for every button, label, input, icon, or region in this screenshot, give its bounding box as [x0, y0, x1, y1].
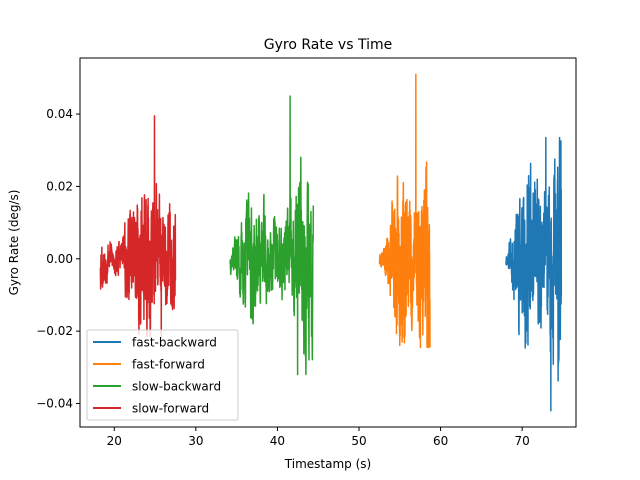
y-tick-label: 0.00	[46, 252, 73, 266]
y-tick-label: −0.04	[36, 396, 73, 410]
x-tick-label: 60	[433, 434, 448, 448]
series-line-fast-backward	[505, 136, 563, 412]
legend-label: fast-backward	[132, 336, 217, 350]
series-line-slow-backward	[229, 95, 315, 376]
x-tick-label: 20	[107, 434, 122, 448]
legend-label: slow-forward	[132, 402, 209, 416]
x-axis-ticks: 20 30 40 50 60 70	[107, 427, 530, 448]
x-tick-label: 40	[270, 434, 285, 448]
x-axis-label: Timestamp (s)	[284, 457, 371, 471]
legend-entry-fast-backward: fast-backward	[93, 336, 217, 350]
legend-box	[86, 329, 239, 421]
series-line-slow-forward	[99, 115, 177, 338]
y-tick-label: −0.02	[36, 324, 73, 338]
y-tick-label: 0.02	[46, 179, 73, 193]
legend-entry-slow-forward: slow-forward	[93, 402, 209, 416]
legend-entry-slow-backward: slow-backward	[93, 380, 221, 394]
plot-lines	[99, 73, 563, 412]
x-tick-label: 70	[515, 434, 530, 448]
plot-frame	[79, 57, 577, 428]
chart-title: Gyro Rate vs Time	[264, 37, 392, 53]
legend-label: fast-forward	[132, 358, 205, 372]
x-tick-label: 50	[351, 434, 366, 448]
legend-entry-fast-forward: fast-forward	[93, 358, 205, 372]
y-axis-label: Gyro Rate (deg/s)	[7, 190, 21, 296]
y-axis-ticks: −0.04 −0.02 0.00 0.02 0.04	[36, 107, 80, 410]
x-tick-label: 30	[188, 434, 203, 448]
legend-label: slow-backward	[132, 380, 221, 394]
series-line-fast-forward	[378, 73, 431, 349]
y-tick-label: 0.04	[46, 107, 73, 121]
legend: fast-backward fast-forward slow-backward…	[86, 329, 239, 421]
